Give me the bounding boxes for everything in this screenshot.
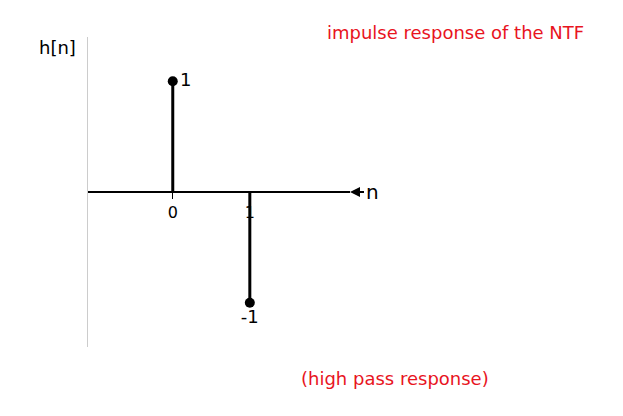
svg-text:(high pass response): (high pass response)	[301, 368, 489, 389]
svg-text:-1: -1	[241, 306, 259, 327]
svg-text:h[n]: h[n]	[39, 37, 76, 58]
svg-text:1: 1	[245, 203, 255, 222]
svg-text:1: 1	[180, 69, 191, 90]
svg-text:impulse response of the NTF: impulse response of the NTF	[327, 22, 584, 43]
svg-text:n: n	[366, 180, 379, 204]
svg-text:0: 0	[168, 203, 178, 222]
